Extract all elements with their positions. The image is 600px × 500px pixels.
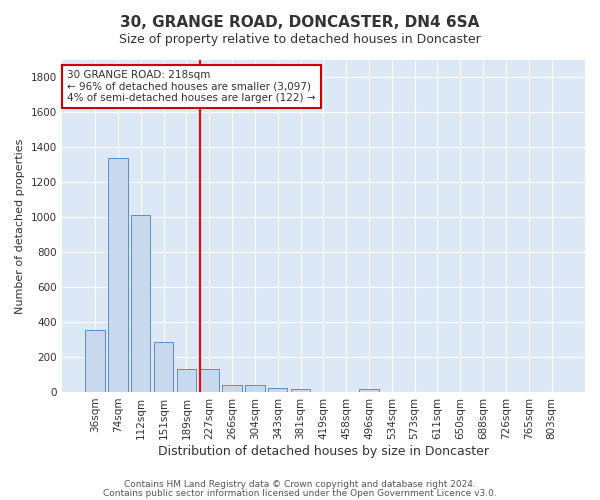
Bar — [154, 342, 173, 392]
Text: Contains HM Land Registry data © Crown copyright and database right 2024.: Contains HM Land Registry data © Crown c… — [124, 480, 476, 489]
Bar — [245, 384, 265, 392]
X-axis label: Distribution of detached houses by size in Doncaster: Distribution of detached houses by size … — [158, 444, 489, 458]
Bar — [359, 390, 379, 392]
Bar — [85, 330, 105, 392]
Bar — [291, 390, 310, 392]
Text: 30 GRANGE ROAD: 218sqm
← 96% of detached houses are smaller (3,097)
4% of semi-d: 30 GRANGE ROAD: 218sqm ← 96% of detached… — [67, 70, 316, 103]
Bar — [268, 388, 287, 392]
Text: 30, GRANGE ROAD, DONCASTER, DN4 6SA: 30, GRANGE ROAD, DONCASTER, DN4 6SA — [121, 15, 479, 30]
Bar — [108, 158, 128, 392]
Bar — [131, 216, 151, 392]
Text: Contains public sector information licensed under the Open Government Licence v3: Contains public sector information licen… — [103, 488, 497, 498]
Bar — [177, 369, 196, 392]
Bar — [223, 384, 242, 392]
Bar — [200, 369, 219, 392]
Text: Size of property relative to detached houses in Doncaster: Size of property relative to detached ho… — [119, 32, 481, 46]
Y-axis label: Number of detached properties: Number of detached properties — [15, 138, 25, 314]
